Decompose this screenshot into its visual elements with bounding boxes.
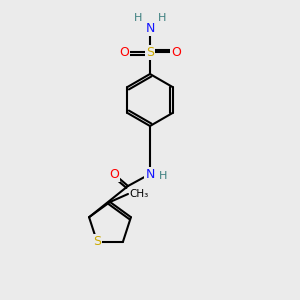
Text: N: N (145, 22, 155, 34)
Text: S: S (93, 235, 101, 248)
Text: O: O (109, 167, 119, 181)
Text: H: H (158, 13, 166, 23)
Text: H: H (159, 171, 167, 181)
Text: H: H (134, 13, 142, 23)
Text: CH₃: CH₃ (129, 189, 148, 199)
Text: O: O (171, 46, 181, 59)
Text: N: N (145, 167, 155, 181)
Text: S: S (146, 46, 154, 59)
Text: O: O (119, 46, 129, 59)
